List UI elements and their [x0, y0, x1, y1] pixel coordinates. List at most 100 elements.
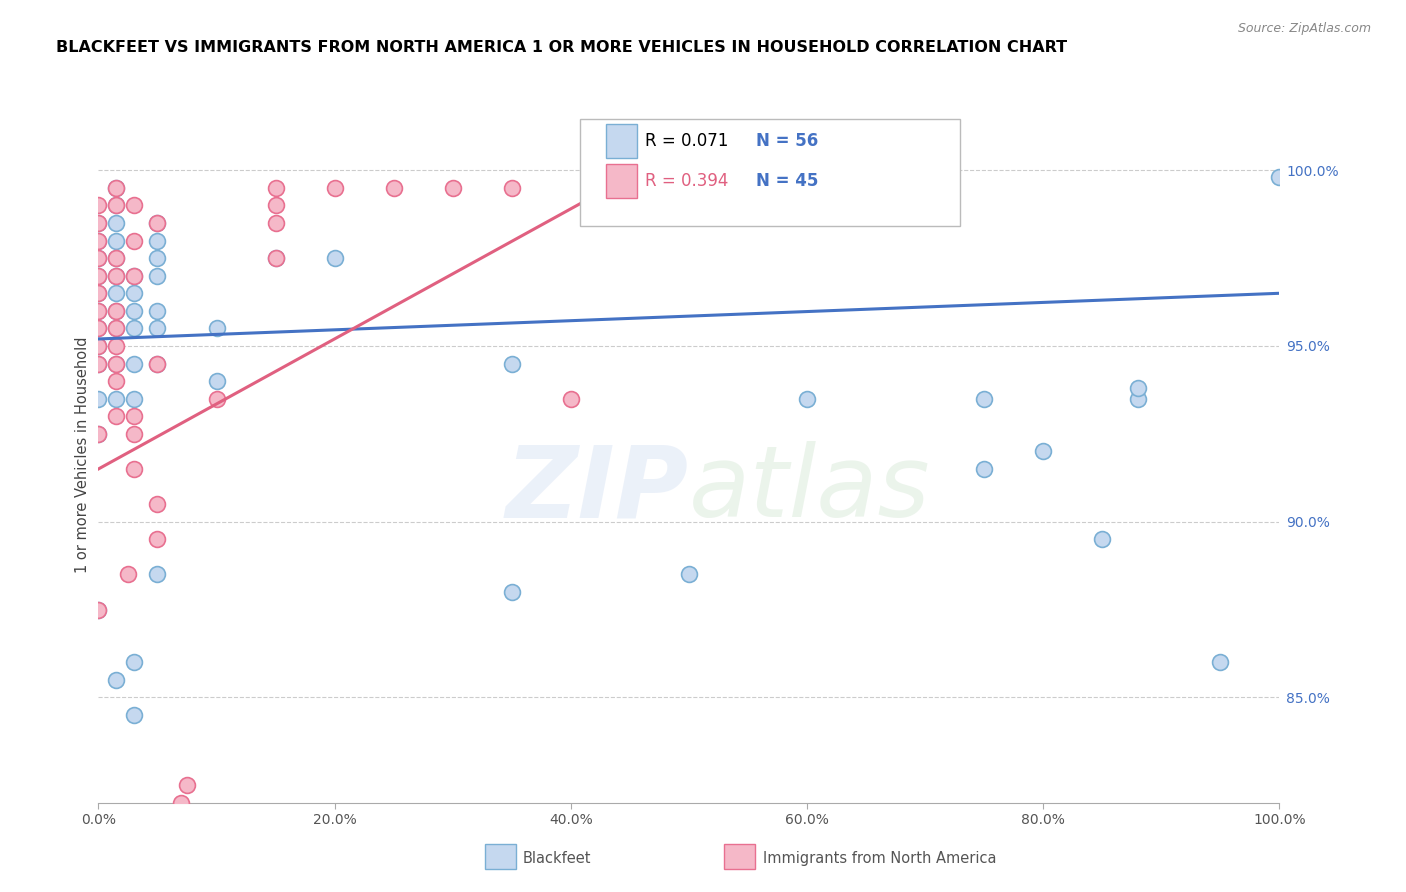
Point: [105, 357, 128, 371]
Point: [264, 216, 287, 230]
Point: [146, 251, 169, 265]
Text: atlas: atlas: [689, 442, 931, 538]
Point: [105, 409, 128, 424]
Point: [87, 321, 110, 335]
Point: [122, 409, 145, 424]
Y-axis label: 1 or more Vehicles in Household: 1 or more Vehicles in Household: [75, 336, 90, 574]
Point: [105, 673, 128, 687]
Point: [122, 462, 145, 476]
Point: [146, 567, 169, 582]
Point: [87, 426, 110, 441]
Point: [205, 321, 228, 335]
Point: [122, 426, 145, 441]
Point: [146, 303, 169, 318]
Point: [105, 374, 128, 388]
Text: R = 0.071: R = 0.071: [645, 132, 728, 150]
Point: [105, 251, 128, 265]
Point: [105, 286, 128, 301]
Point: [105, 234, 128, 248]
Point: [105, 303, 128, 318]
Point: [973, 462, 995, 476]
Point: [146, 216, 169, 230]
Point: [87, 339, 110, 353]
Point: [382, 181, 405, 195]
Point: [170, 796, 193, 810]
Point: [176, 778, 198, 792]
Point: [323, 251, 346, 265]
Point: [264, 251, 287, 265]
Text: N = 45: N = 45: [756, 172, 818, 190]
Point: [105, 251, 128, 265]
Point: [87, 216, 110, 230]
Point: [122, 392, 145, 406]
Point: [441, 181, 464, 195]
Point: [122, 286, 145, 301]
Point: [323, 181, 346, 195]
Point: [87, 339, 110, 353]
Point: [87, 234, 110, 248]
Point: [205, 392, 228, 406]
Text: BLACKFEET VS IMMIGRANTS FROM NORTH AMERICA 1 OR MORE VEHICLES IN HOUSEHOLD CORRE: BLACKFEET VS IMMIGRANTS FROM NORTH AMERI…: [56, 40, 1067, 55]
Point: [796, 392, 818, 406]
Point: [87, 286, 110, 301]
Text: Immigrants from North America: Immigrants from North America: [763, 851, 997, 865]
Point: [1126, 392, 1149, 406]
Point: [105, 181, 128, 195]
Point: [146, 268, 169, 283]
Point: [122, 268, 145, 283]
Point: [87, 321, 110, 335]
Point: [264, 251, 287, 265]
Point: [87, 303, 110, 318]
Point: [264, 181, 287, 195]
Point: [501, 585, 523, 599]
Point: [264, 198, 287, 212]
Point: [146, 216, 169, 230]
Point: [146, 234, 169, 248]
Point: [87, 216, 110, 230]
Point: [87, 602, 110, 616]
Point: [1091, 533, 1114, 547]
Point: [146, 357, 169, 371]
Text: N = 56: N = 56: [756, 132, 818, 150]
Point: [87, 268, 110, 283]
Point: [501, 181, 523, 195]
Point: [87, 357, 110, 371]
Point: [87, 426, 110, 441]
Point: [146, 533, 169, 547]
Text: ZIP: ZIP: [506, 442, 689, 538]
Point: [122, 303, 145, 318]
Point: [678, 567, 700, 582]
Point: [973, 392, 995, 406]
Point: [105, 198, 128, 212]
Point: [1126, 381, 1149, 395]
Point: [1209, 655, 1232, 669]
Point: [87, 251, 110, 265]
Point: [122, 268, 145, 283]
Point: [122, 357, 145, 371]
Text: Blackfeet: Blackfeet: [523, 851, 592, 865]
Point: [87, 602, 110, 616]
Point: [122, 198, 145, 212]
Point: [1268, 170, 1291, 185]
Point: [105, 303, 128, 318]
Point: [105, 268, 128, 283]
Point: [105, 321, 128, 335]
Point: [105, 181, 128, 195]
Point: [122, 321, 145, 335]
Point: [105, 339, 128, 353]
Point: [87, 286, 110, 301]
Point: [87, 234, 110, 248]
Point: [87, 357, 110, 371]
Point: [117, 567, 139, 582]
Point: [87, 268, 110, 283]
Point: [122, 655, 145, 669]
Point: [105, 357, 128, 371]
Point: [146, 321, 169, 335]
Point: [87, 303, 110, 318]
Point: [122, 234, 145, 248]
Point: [105, 392, 128, 406]
Point: [105, 198, 128, 212]
Point: [146, 357, 169, 371]
Point: [87, 198, 110, 212]
Point: [122, 708, 145, 723]
